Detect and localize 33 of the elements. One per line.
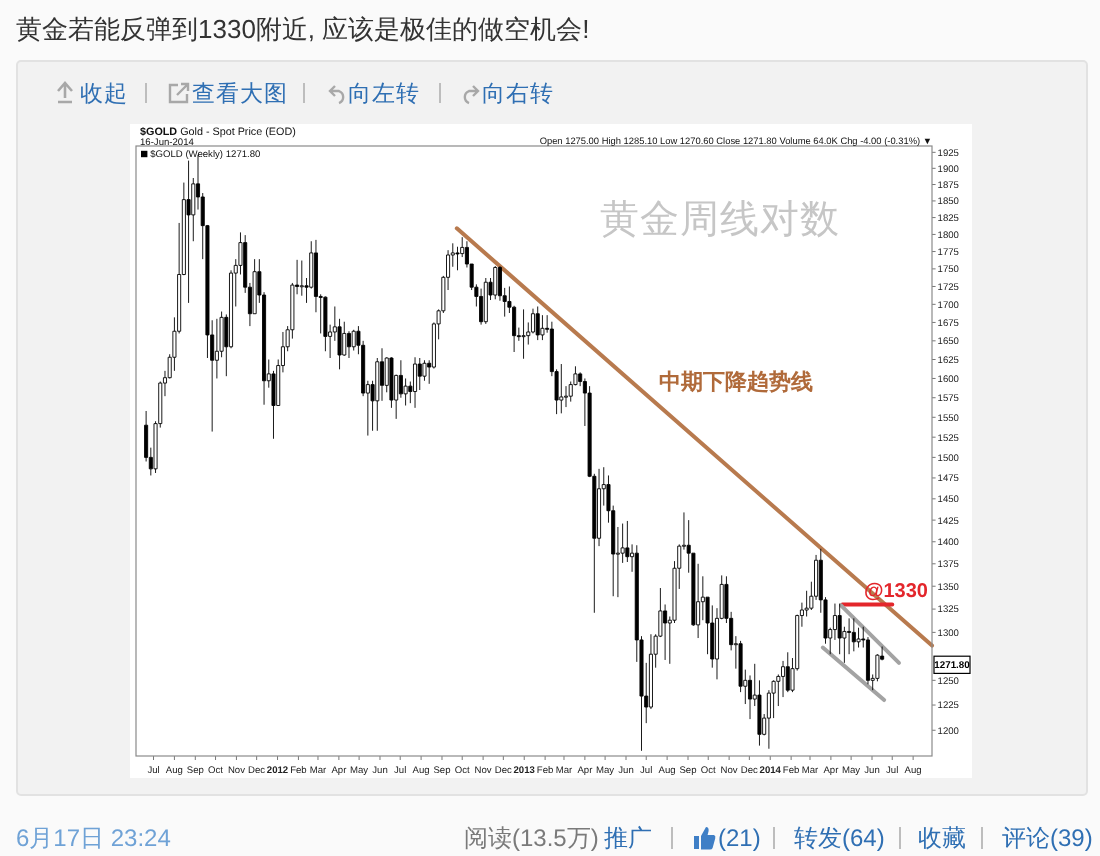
- annotation: 中期下降趋势线: [659, 369, 813, 395]
- candlestick: [540, 314, 545, 341]
- candlestick: [847, 617, 852, 655]
- candlestick: [837, 603, 842, 655]
- text: (21): [718, 824, 761, 852]
- text: 转发(64): [794, 824, 885, 852]
- text: 向右转: [482, 81, 554, 107]
- candlestick: [521, 308, 526, 360]
- candlestick: [186, 160, 191, 304]
- candlestick: [535, 306, 540, 341]
- candlestick: [559, 363, 564, 414]
- candlestick: [346, 330, 351, 359]
- text: 6月17日 23:24: [16, 824, 172, 852]
- candlestick: [413, 356, 418, 409]
- chart-title: 黄金若能反弹到1330附近, 应该是极佳的做空机会!: [16, 14, 590, 44]
- text: 收起: [80, 81, 128, 107]
- candlestick: [785, 651, 790, 693]
- text: 推广: [604, 824, 652, 852]
- candlestick: [422, 359, 427, 382]
- annotation: 黄金周线对数: [600, 196, 840, 242]
- text: 阅读(13.5万): [464, 824, 599, 852]
- candlestick: [323, 296, 328, 352]
- candlestick: [483, 277, 488, 325]
- candlestick: [875, 653, 880, 682]
- candlestick: [851, 617, 856, 652]
- candlestick: [299, 260, 304, 297]
- text: 查看大图: [192, 81, 288, 107]
- candlestick: [781, 660, 786, 698]
- candlestick: [493, 265, 498, 300]
- text: 评论(39): [1002, 824, 1093, 852]
- text: 向左转: [348, 81, 420, 107]
- candlestick: [351, 329, 356, 351]
- text: 收藏: [918, 824, 966, 852]
